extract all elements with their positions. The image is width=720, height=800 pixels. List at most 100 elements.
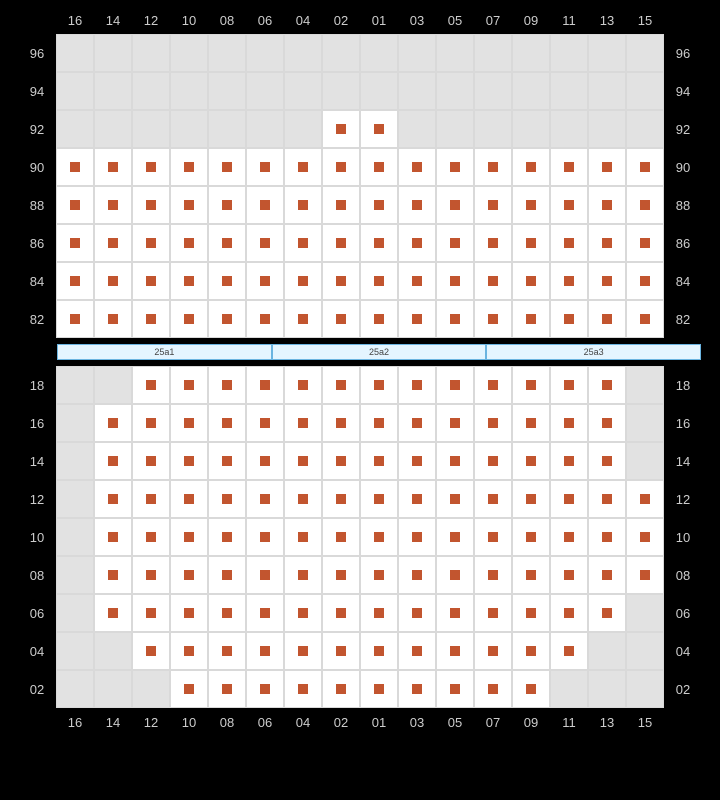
slot-available[interactable]: [170, 300, 208, 338]
slot-available[interactable]: [626, 556, 664, 594]
slot-available[interactable]: [322, 186, 360, 224]
slot-available[interactable]: [588, 518, 626, 556]
slot-available[interactable]: [94, 518, 132, 556]
slot-available[interactable]: [132, 262, 170, 300]
slot-available[interactable]: [398, 224, 436, 262]
slot-available[interactable]: [94, 148, 132, 186]
slot-available[interactable]: [474, 480, 512, 518]
slot-available[interactable]: [512, 366, 550, 404]
slot-available[interactable]: [322, 148, 360, 186]
slot-available[interactable]: [360, 632, 398, 670]
slot-available[interactable]: [246, 186, 284, 224]
slot-available[interactable]: [246, 224, 284, 262]
slot-available[interactable]: [170, 404, 208, 442]
slot-available[interactable]: [246, 632, 284, 670]
slot-available[interactable]: [284, 224, 322, 262]
slot-available[interactable]: [474, 300, 512, 338]
slot-available[interactable]: [170, 442, 208, 480]
slot-available[interactable]: [398, 480, 436, 518]
slot-available[interactable]: [436, 404, 474, 442]
slot-available[interactable]: [94, 480, 132, 518]
slot-available[interactable]: [588, 186, 626, 224]
slot-available[interactable]: [398, 518, 436, 556]
slot-available[interactable]: [512, 404, 550, 442]
slot-available[interactable]: [284, 518, 322, 556]
slot-available[interactable]: [94, 186, 132, 224]
zone-label[interactable]: 25a2: [272, 344, 487, 360]
slot-available[interactable]: [246, 556, 284, 594]
slot-available[interactable]: [360, 366, 398, 404]
slot-available[interactable]: [626, 262, 664, 300]
slot-available[interactable]: [360, 404, 398, 442]
slot-available[interactable]: [474, 366, 512, 404]
slot-available[interactable]: [170, 186, 208, 224]
slot-available[interactable]: [398, 262, 436, 300]
slot-available[interactable]: [360, 110, 398, 148]
slot-available[interactable]: [436, 632, 474, 670]
slot-available[interactable]: [588, 480, 626, 518]
slot-available[interactable]: [398, 148, 436, 186]
slot-available[interactable]: [436, 442, 474, 480]
slot-available[interactable]: [284, 366, 322, 404]
slot-available[interactable]: [474, 670, 512, 708]
slot-available[interactable]: [512, 224, 550, 262]
slot-available[interactable]: [550, 186, 588, 224]
slot-available[interactable]: [360, 480, 398, 518]
slot-available[interactable]: [132, 404, 170, 442]
slot-available[interactable]: [474, 404, 512, 442]
slot-available[interactable]: [588, 556, 626, 594]
slot-available[interactable]: [436, 224, 474, 262]
slot-available[interactable]: [284, 300, 322, 338]
slot-available[interactable]: [436, 262, 474, 300]
slot-available[interactable]: [474, 594, 512, 632]
slot-available[interactable]: [398, 186, 436, 224]
zone-label[interactable]: 25a3: [486, 344, 701, 360]
slot-available[interactable]: [436, 366, 474, 404]
slot-available[interactable]: [474, 442, 512, 480]
slot-available[interactable]: [322, 300, 360, 338]
slot-available[interactable]: [132, 366, 170, 404]
slot-available[interactable]: [94, 224, 132, 262]
slot-available[interactable]: [360, 224, 398, 262]
slot-available[interactable]: [550, 262, 588, 300]
slot-available[interactable]: [132, 442, 170, 480]
slot-available[interactable]: [550, 556, 588, 594]
slot-available[interactable]: [626, 148, 664, 186]
slot-available[interactable]: [208, 148, 246, 186]
slot-available[interactable]: [208, 224, 246, 262]
slot-available[interactable]: [208, 632, 246, 670]
slot-available[interactable]: [208, 404, 246, 442]
slot-available[interactable]: [246, 518, 284, 556]
slot-available[interactable]: [512, 442, 550, 480]
slot-available[interactable]: [360, 300, 398, 338]
slot-available[interactable]: [132, 556, 170, 594]
slot-available[interactable]: [626, 300, 664, 338]
slot-available[interactable]: [170, 518, 208, 556]
slot-available[interactable]: [208, 480, 246, 518]
slot-available[interactable]: [208, 670, 246, 708]
slot-available[interactable]: [436, 518, 474, 556]
slot-available[interactable]: [284, 670, 322, 708]
slot-available[interactable]: [474, 632, 512, 670]
slot-available[interactable]: [284, 556, 322, 594]
slot-available[interactable]: [436, 300, 474, 338]
slot-available[interactable]: [474, 186, 512, 224]
slot-available[interactable]: [626, 224, 664, 262]
slot-available[interactable]: [322, 632, 360, 670]
slot-available[interactable]: [436, 556, 474, 594]
slot-available[interactable]: [56, 300, 94, 338]
slot-available[interactable]: [474, 224, 512, 262]
slot-available[interactable]: [132, 518, 170, 556]
slot-available[interactable]: [512, 670, 550, 708]
slot-available[interactable]: [284, 594, 322, 632]
slot-available[interactable]: [398, 670, 436, 708]
slot-available[interactable]: [588, 366, 626, 404]
slot-available[interactable]: [322, 556, 360, 594]
slot-available[interactable]: [474, 262, 512, 300]
slot-available[interactable]: [246, 480, 284, 518]
slot-available[interactable]: [208, 186, 246, 224]
slot-available[interactable]: [474, 556, 512, 594]
slot-available[interactable]: [360, 670, 398, 708]
slot-available[interactable]: [56, 148, 94, 186]
slot-available[interactable]: [474, 518, 512, 556]
